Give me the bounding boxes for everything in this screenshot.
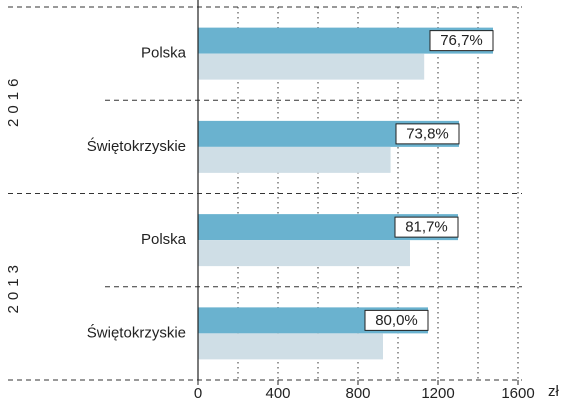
bar xyxy=(198,240,410,267)
x-tick-label: 800 xyxy=(345,385,370,402)
data-label: 76,7% xyxy=(440,32,483,49)
category-label: Polska xyxy=(141,231,187,248)
group-label: 2016 xyxy=(5,74,22,127)
category-label: Świętokrzyskie xyxy=(87,323,186,341)
bar xyxy=(198,146,391,173)
bar xyxy=(198,333,383,360)
category-label: Świętokrzyskie xyxy=(87,137,186,155)
x-tick-label: 400 xyxy=(265,385,290,402)
x-axis-unit: zł xyxy=(548,383,560,400)
data-label: 81,7% xyxy=(405,219,448,236)
category-label: Polska xyxy=(141,45,187,62)
label-box xyxy=(429,30,494,52)
x-tick-label: 1200 xyxy=(421,385,454,402)
label-box xyxy=(394,216,459,238)
label-box xyxy=(364,309,429,331)
label-box xyxy=(395,123,460,145)
bar xyxy=(198,53,425,80)
group-label: 2013 xyxy=(5,260,22,313)
x-tick-label: 0 xyxy=(194,385,202,402)
data-label: 73,8% xyxy=(406,125,449,142)
data-label: 80,0% xyxy=(375,312,418,329)
x-tick-label: 1600 xyxy=(501,385,534,402)
